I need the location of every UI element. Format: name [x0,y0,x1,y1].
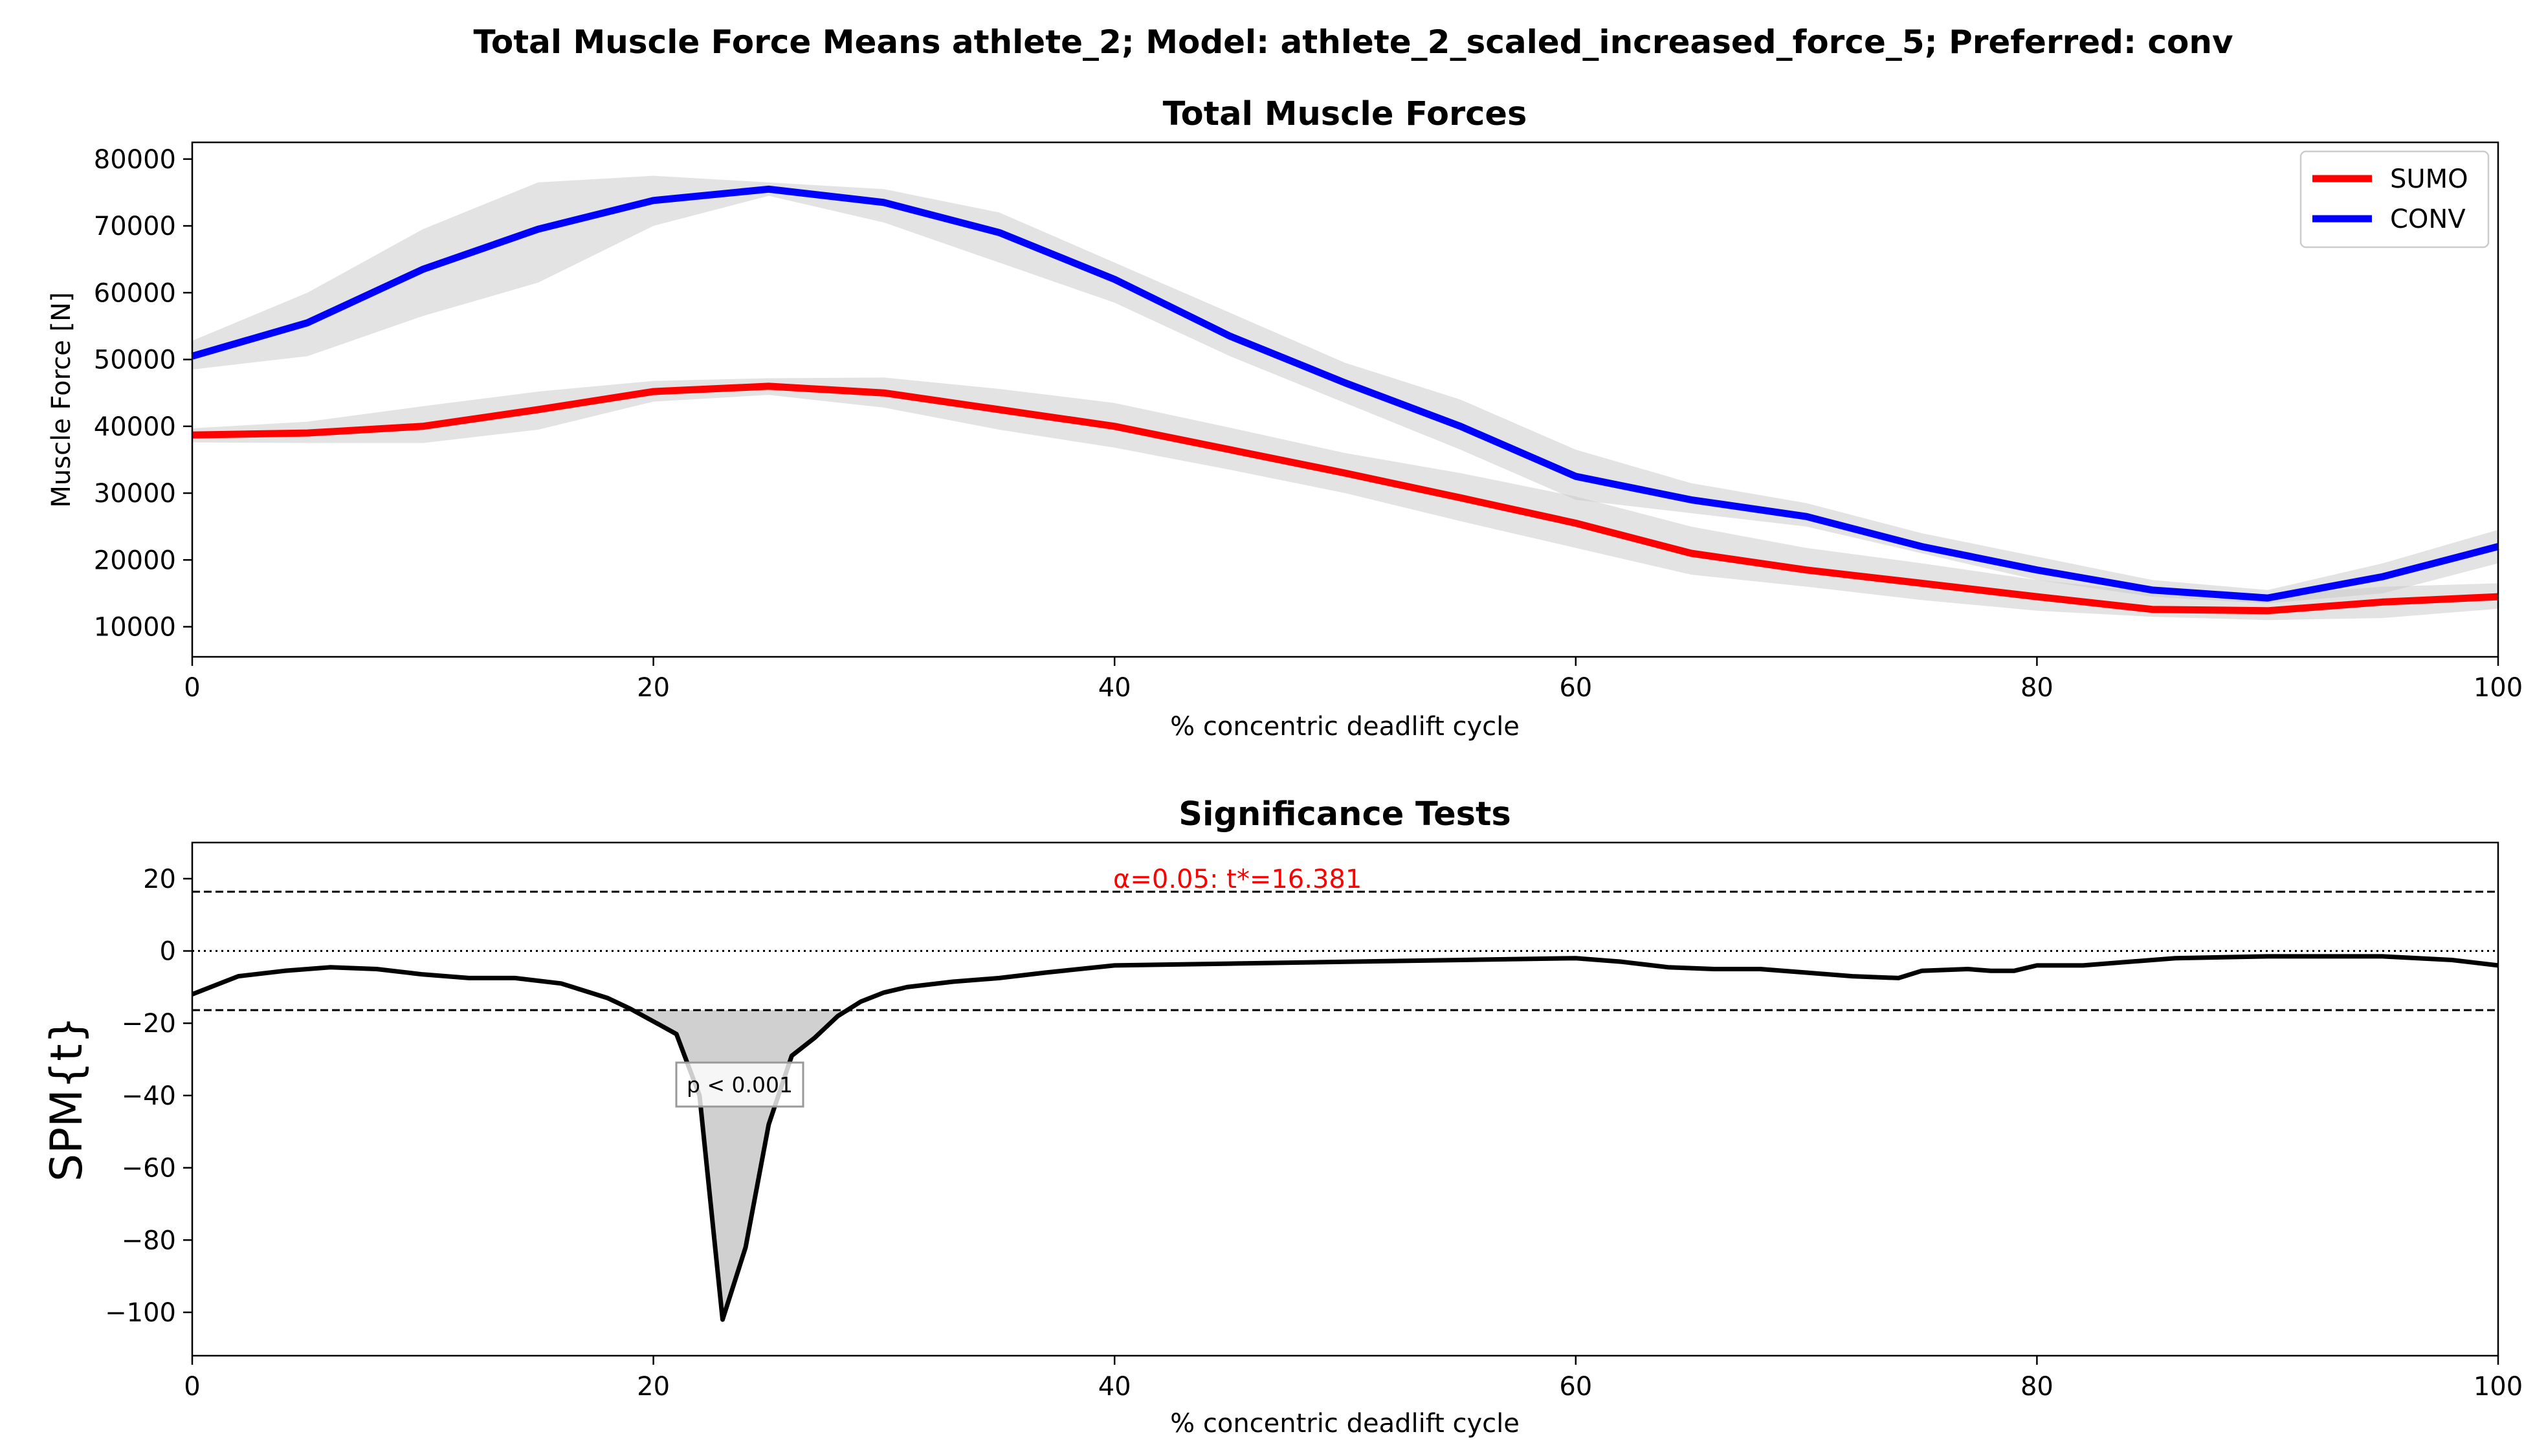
force-chart-lines [191,185,2499,615]
y-tick-label: 20000 [94,546,176,575]
series-line-sumo [192,382,2499,615]
force-chart-frame [191,141,2499,658]
spm-chart-xlabel: % concentric deadlift cycle [1170,1409,1520,1439]
spm-chart-xaxis: 0 20 40 60 80 100 [184,1356,2523,1402]
y-tick-label: −100 [105,1298,176,1328]
x-tick-label: 60 [1559,673,1592,703]
y-tick-label: 70000 [94,212,176,241]
x-tick-label: 20 [637,673,670,703]
x-tick-label: 0 [184,673,200,703]
legend-label-conv: CONV [2390,204,2466,234]
cluster-area [625,1008,857,1320]
force-chart-ylabel: Muscle Force [N] [47,292,76,507]
figure-suptitle: Total Muscle Force Means athlete_2; Mode… [473,23,2233,61]
force-chart-title: Total Muscle Forces [1163,95,1527,133]
spm-t-line [191,954,2499,1322]
y-tick-label: 50000 [94,346,176,375]
y-tick-label: −80 [122,1226,176,1255]
x-tick-label: 0 [184,1372,200,1402]
series-line-conv [191,185,2499,602]
force-chart: Total Muscle Forces 0 20 40 60 80 100 10000 20… [47,95,2523,742]
spm-chart-yaxis: 20 0 −20 −40 −60 −80 −100 [105,865,192,1328]
x-tick-label: 20 [637,1372,670,1402]
y-tick-label: −40 [122,1081,176,1111]
spm-chart-lines [191,954,2499,1322]
legend-label-sumo: SUMO [2390,164,2468,194]
y-tick-label: 0 [160,937,176,967]
cluster-pvalue-frame [675,1061,804,1108]
force-chart-xlabel: % concentric deadlift cycle [1170,712,1520,742]
x-tick-label: 100 [2474,1372,2523,1402]
x-tick-label: 80 [2020,1372,2054,1402]
y-tick-label: 10000 [94,613,176,643]
force-chart-xaxis: 0 20 40 60 80 100 [184,657,2523,703]
x-tick-label: 40 [1098,673,1131,703]
x-tick-label: 80 [2020,673,2054,703]
y-tick-label: 20 [143,865,176,894]
force-chart-bands [192,175,2498,621]
force-chart-legend: SUMO CONV [2299,150,2490,248]
spm-chart-ylabel: SPM{t} [41,1016,93,1182]
y-tick-label: −20 [122,1009,176,1039]
y-tick-label: 40000 [94,412,176,442]
cluster-pvalue-label: p < 0.001 [687,1072,793,1098]
y-tick-label: 80000 [94,145,176,175]
x-tick-label: 60 [1559,1372,1592,1402]
spm-chart-title: Significance Tests [1179,795,1511,833]
force-chart-yaxis: 10000 20000 30000 40000 50000 60000 70000 80000 [94,145,192,643]
spm-chart: Significance Tests 0 20 40 60 80 100 20 0 −20 −4… [41,795,2523,1439]
y-tick-label: 60000 [94,278,176,308]
threshold-label: α=0.05: t*=16.381 [1113,865,1362,894]
cluster-pvalue-box: p < 0.001 [675,1061,804,1108]
y-tick-label: −60 [122,1154,176,1184]
spm-chart-frame [191,841,2499,1357]
y-tick-label: 30000 [94,479,176,509]
band-conv [192,175,2498,604]
x-tick-label: 100 [2474,673,2523,703]
spm-reference-lines [192,890,2498,1011]
spm-cluster-fill [625,1008,857,1320]
x-tick-label: 40 [1098,1372,1131,1402]
